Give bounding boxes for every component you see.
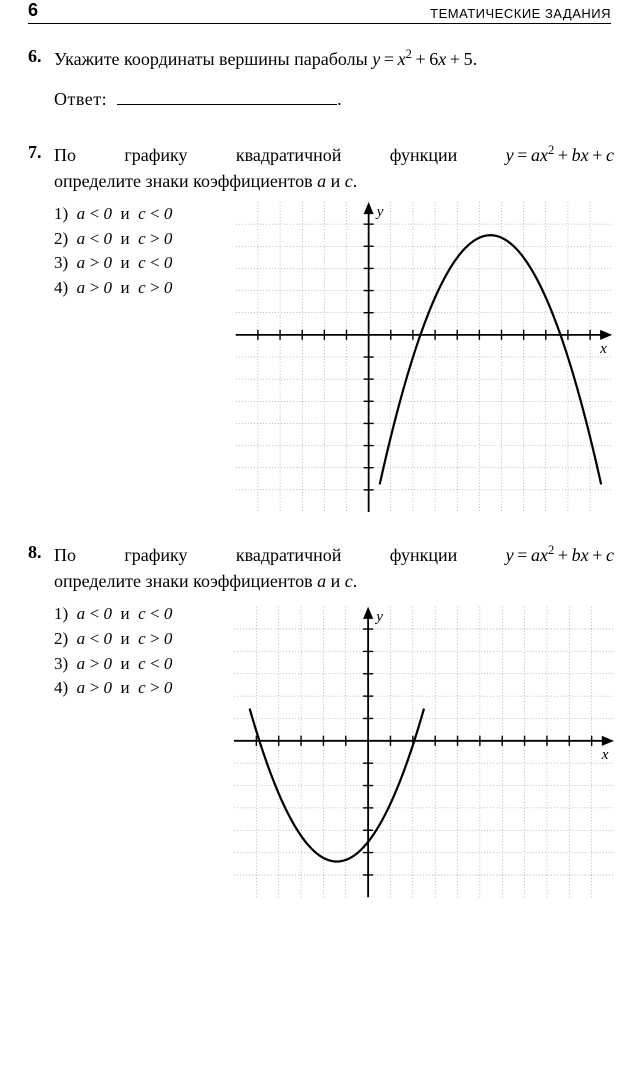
task-8: 8. По графику квадратичной функции y = a… — [28, 542, 611, 902]
chart-8-svg: yx — [234, 602, 614, 902]
svg-text:y: y — [374, 608, 383, 625]
svg-text:y: y — [375, 204, 384, 220]
task-8-option-4: 4) a > 0 и c > 0 — [54, 676, 222, 701]
task-6-answer: Ответ: . — [54, 84, 611, 112]
task-7-line2-text: определите знаки коэффициентов — [54, 171, 317, 191]
task-8-line1: По графику квадратичной функции y = ax2 … — [54, 542, 614, 568]
page-number: 6 — [28, 0, 38, 21]
answer-blank[interactable] — [117, 84, 337, 105]
task-8-line2-text: определите знаки коэффициентов — [54, 571, 317, 591]
task-8-option-3: 3) a > 0 и c < 0 — [54, 652, 222, 677]
task-7-formula: y = ax2 + bx + c — [506, 145, 614, 165]
task-7: 7. По графику квадратичной функции y = a… — [28, 142, 611, 512]
task-7-line2: определите знаки коэффициентов a и c. — [54, 168, 614, 194]
task-7-text-prefix: По графику квадратичной функции — [54, 145, 506, 165]
task-7-line1: По графику квадратичной функции y = ax2 … — [54, 142, 614, 168]
task-6-text: Укажите координаты вершины параболы y = … — [54, 46, 611, 72]
task-8-line2: определите знаки коэффициентов a и c. — [54, 568, 614, 594]
task-8-options: 1) a < 0 и c < 0 2) a < 0 и c > 0 3) a >… — [54, 602, 222, 902]
answer-label: Ответ: — [54, 89, 107, 109]
svg-text:x: x — [601, 746, 609, 763]
svg-text:x: x — [599, 341, 607, 357]
task-6-number: 6. — [28, 46, 54, 67]
task-8-formula: y = ax2 + bx + c — [506, 545, 614, 565]
section-title: ТЕМАТИЧЕСКИЕ ЗАДАНИЯ — [430, 6, 611, 21]
task-8-number: 8. — [28, 542, 54, 563]
task-7-number: 7. — [28, 142, 54, 163]
task-6: 6. Укажите координаты вершины параболы y… — [28, 46, 611, 112]
task-8-option-2: 2) a < 0 и c > 0 — [54, 627, 222, 652]
task-6-text-before: Укажите координаты вершины параболы — [54, 49, 372, 69]
task-7-option-1: 1) a < 0 и c < 0 — [54, 202, 222, 227]
task-7-option-2: 2) a < 0 и c > 0 — [54, 227, 222, 252]
page: 6 ТЕМАТИЧЕСКИЕ ЗАДАНИЯ 6. Укажите коорди… — [0, 0, 639, 960]
task-8-option-1: 1) a < 0 и c < 0 — [54, 602, 222, 627]
task-8-chart: yx — [234, 602, 614, 902]
task-7-option-3: 3) a > 0 и c < 0 — [54, 251, 222, 276]
task-7-option-4: 4) a > 0 и c > 0 — [54, 276, 222, 301]
task-6-period: . — [473, 49, 478, 69]
answer-period: . — [337, 89, 342, 109]
task-7-chart: yx — [234, 202, 614, 512]
task-7-options: 1) a < 0 и c < 0 2) a < 0 и c > 0 3) a >… — [54, 202, 222, 512]
page-header: 6 ТЕМАТИЧЕСКИЕ ЗАДАНИЯ — [28, 0, 611, 24]
task-7-ac: a и c. — [317, 171, 357, 191]
task-6-formula: y = x2 + 6x + 5 — [372, 49, 472, 69]
task-8-text-prefix: По графику квадратичной функции — [54, 545, 506, 565]
chart-7-svg: yx — [234, 202, 614, 512]
task-8-ac: a и c. — [317, 571, 357, 591]
